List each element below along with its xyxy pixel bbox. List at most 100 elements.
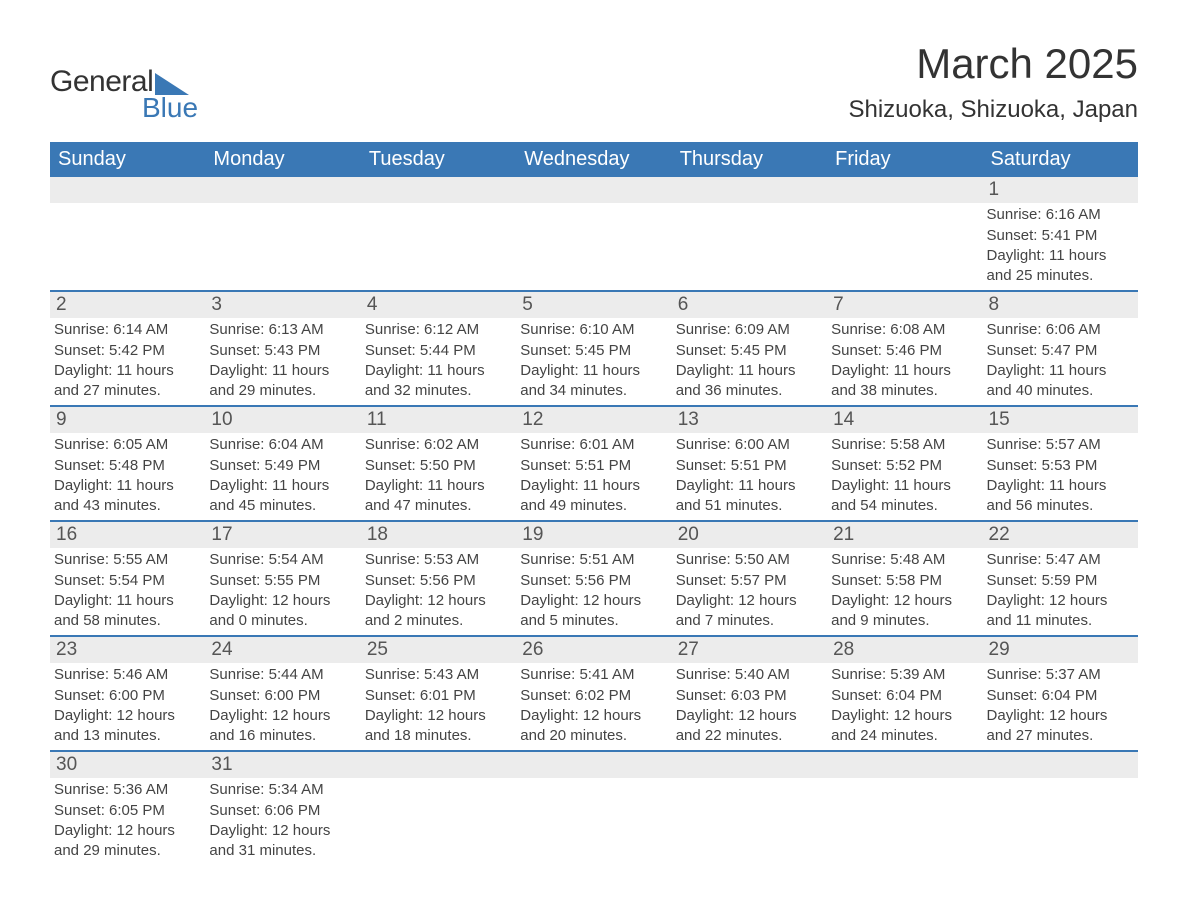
sunrise-line: Sunrise: 5:44 AM	[209, 665, 356, 685]
day-content: Sunrise: 6:02 AMSunset: 5:50 PMDaylight:…	[361, 433, 516, 520]
sunset-line: Sunset: 5:45 PM	[520, 341, 667, 361]
day-cell: 8Sunrise: 6:06 AMSunset: 5:47 PMDaylight…	[983, 292, 1138, 405]
sunrise-line: Sunrise: 6:05 AM	[54, 435, 201, 455]
day-number: 9	[50, 407, 205, 433]
daylight-line: Daylight: 12 hours and 29 minutes.	[54, 821, 201, 862]
day-cell: 30Sunrise: 5:36 AMSunset: 6:05 PMDayligh…	[50, 752, 205, 865]
sunrise-line: Sunrise: 5:46 AM	[54, 665, 201, 685]
sunrise-line: Sunrise: 5:58 AM	[831, 435, 978, 455]
day-cell	[516, 752, 671, 865]
day-content: Sunrise: 5:51 AMSunset: 5:56 PMDaylight:…	[516, 548, 671, 635]
day-content: Sunrise: 5:36 AMSunset: 6:05 PMDaylight:…	[50, 778, 205, 865]
sunset-line: Sunset: 5:55 PM	[209, 571, 356, 591]
week-row: 2Sunrise: 6:14 AMSunset: 5:42 PMDaylight…	[50, 292, 1138, 407]
day-cell: 18Sunrise: 5:53 AMSunset: 5:56 PMDayligh…	[361, 522, 516, 635]
day-content	[361, 778, 516, 784]
logo-text-blue: Blue	[142, 92, 198, 124]
daylight-line: Daylight: 12 hours and 5 minutes.	[520, 591, 667, 632]
daylight-line: Daylight: 12 hours and 11 minutes.	[987, 591, 1134, 632]
day-content: Sunrise: 6:06 AMSunset: 5:47 PMDaylight:…	[983, 318, 1138, 405]
day-cell: 4Sunrise: 6:12 AMSunset: 5:44 PMDaylight…	[361, 292, 516, 405]
day-number	[672, 752, 827, 778]
day-cell: 22Sunrise: 5:47 AMSunset: 5:59 PMDayligh…	[983, 522, 1138, 635]
day-number: 2	[50, 292, 205, 318]
day-content: Sunrise: 5:37 AMSunset: 6:04 PMDaylight:…	[983, 663, 1138, 750]
sunset-line: Sunset: 5:52 PM	[831, 456, 978, 476]
day-content: Sunrise: 5:48 AMSunset: 5:58 PMDaylight:…	[827, 548, 982, 635]
sunrise-line: Sunrise: 5:55 AM	[54, 550, 201, 570]
day-cell	[672, 752, 827, 865]
week-row: 1Sunrise: 6:16 AMSunset: 5:41 PMDaylight…	[50, 177, 1138, 292]
day-number	[827, 177, 982, 203]
daylight-line: Daylight: 11 hours and 58 minutes.	[54, 591, 201, 632]
day-content: Sunrise: 6:10 AMSunset: 5:45 PMDaylight:…	[516, 318, 671, 405]
day-cell: 25Sunrise: 5:43 AMSunset: 6:01 PMDayligh…	[361, 637, 516, 750]
day-content: Sunrise: 6:12 AMSunset: 5:44 PMDaylight:…	[361, 318, 516, 405]
sunset-line: Sunset: 5:45 PM	[676, 341, 823, 361]
dow-header-row: SundayMondayTuesdayWednesdayThursdayFrid…	[50, 142, 1138, 177]
sunrise-line: Sunrise: 6:01 AM	[520, 435, 667, 455]
day-content	[827, 778, 982, 784]
day-content: Sunrise: 5:50 AMSunset: 5:57 PMDaylight:…	[672, 548, 827, 635]
day-number: 15	[983, 407, 1138, 433]
day-content: Sunrise: 6:05 AMSunset: 5:48 PMDaylight:…	[50, 433, 205, 520]
sunrise-line: Sunrise: 5:50 AM	[676, 550, 823, 570]
sunrise-line: Sunrise: 5:39 AM	[831, 665, 978, 685]
day-number: 14	[827, 407, 982, 433]
daylight-line: Daylight: 12 hours and 13 minutes.	[54, 706, 201, 747]
day-number: 20	[672, 522, 827, 548]
day-content: Sunrise: 5:58 AMSunset: 5:52 PMDaylight:…	[827, 433, 982, 520]
sunset-line: Sunset: 5:42 PM	[54, 341, 201, 361]
day-number	[361, 752, 516, 778]
sunrise-line: Sunrise: 5:40 AM	[676, 665, 823, 685]
daylight-line: Daylight: 11 hours and 36 minutes.	[676, 361, 823, 402]
day-cell	[672, 177, 827, 290]
daylight-line: Daylight: 11 hours and 38 minutes.	[831, 361, 978, 402]
sunrise-line: Sunrise: 6:08 AM	[831, 320, 978, 340]
sunset-line: Sunset: 5:56 PM	[520, 571, 667, 591]
sunset-line: Sunset: 5:46 PM	[831, 341, 978, 361]
day-content	[361, 203, 516, 209]
sunset-line: Sunset: 5:44 PM	[365, 341, 512, 361]
day-cell	[205, 177, 360, 290]
day-cell: 14Sunrise: 5:58 AMSunset: 5:52 PMDayligh…	[827, 407, 982, 520]
sunrise-line: Sunrise: 5:36 AM	[54, 780, 201, 800]
day-content: Sunrise: 5:41 AMSunset: 6:02 PMDaylight:…	[516, 663, 671, 750]
day-content: Sunrise: 5:57 AMSunset: 5:53 PMDaylight:…	[983, 433, 1138, 520]
sunrise-line: Sunrise: 5:41 AM	[520, 665, 667, 685]
day-cell: 6Sunrise: 6:09 AMSunset: 5:45 PMDaylight…	[672, 292, 827, 405]
sunrise-line: Sunrise: 6:02 AM	[365, 435, 512, 455]
day-cell: 21Sunrise: 5:48 AMSunset: 5:58 PMDayligh…	[827, 522, 982, 635]
daylight-line: Daylight: 12 hours and 27 minutes.	[987, 706, 1134, 747]
daylight-line: Daylight: 11 hours and 40 minutes.	[987, 361, 1134, 402]
sunset-line: Sunset: 6:03 PM	[676, 686, 823, 706]
day-content: Sunrise: 6:09 AMSunset: 5:45 PMDaylight:…	[672, 318, 827, 405]
daylight-line: Daylight: 11 hours and 45 minutes.	[209, 476, 356, 517]
sunrise-line: Sunrise: 6:14 AM	[54, 320, 201, 340]
day-number: 3	[205, 292, 360, 318]
sunset-line: Sunset: 6:01 PM	[365, 686, 512, 706]
day-number: 29	[983, 637, 1138, 663]
daylight-line: Daylight: 12 hours and 24 minutes.	[831, 706, 978, 747]
sunrise-line: Sunrise: 6:12 AM	[365, 320, 512, 340]
daylight-line: Daylight: 11 hours and 34 minutes.	[520, 361, 667, 402]
day-number: 17	[205, 522, 360, 548]
sunset-line: Sunset: 6:06 PM	[209, 801, 356, 821]
dow-cell: Sunday	[50, 142, 205, 177]
dow-cell: Saturday	[983, 142, 1138, 177]
day-number: 21	[827, 522, 982, 548]
day-number: 13	[672, 407, 827, 433]
sunrise-line: Sunrise: 5:53 AM	[365, 550, 512, 570]
day-cell: 26Sunrise: 5:41 AMSunset: 6:02 PMDayligh…	[516, 637, 671, 750]
daylight-line: Daylight: 12 hours and 0 minutes.	[209, 591, 356, 632]
day-content: Sunrise: 5:39 AMSunset: 6:04 PMDaylight:…	[827, 663, 982, 750]
sunset-line: Sunset: 5:54 PM	[54, 571, 201, 591]
day-cell: 20Sunrise: 5:50 AMSunset: 5:57 PMDayligh…	[672, 522, 827, 635]
day-content	[983, 778, 1138, 784]
daylight-line: Daylight: 11 hours and 27 minutes.	[54, 361, 201, 402]
day-number: 22	[983, 522, 1138, 548]
sunrise-line: Sunrise: 6:00 AM	[676, 435, 823, 455]
day-number: 27	[672, 637, 827, 663]
day-cell: 29Sunrise: 5:37 AMSunset: 6:04 PMDayligh…	[983, 637, 1138, 750]
sunset-line: Sunset: 6:04 PM	[831, 686, 978, 706]
